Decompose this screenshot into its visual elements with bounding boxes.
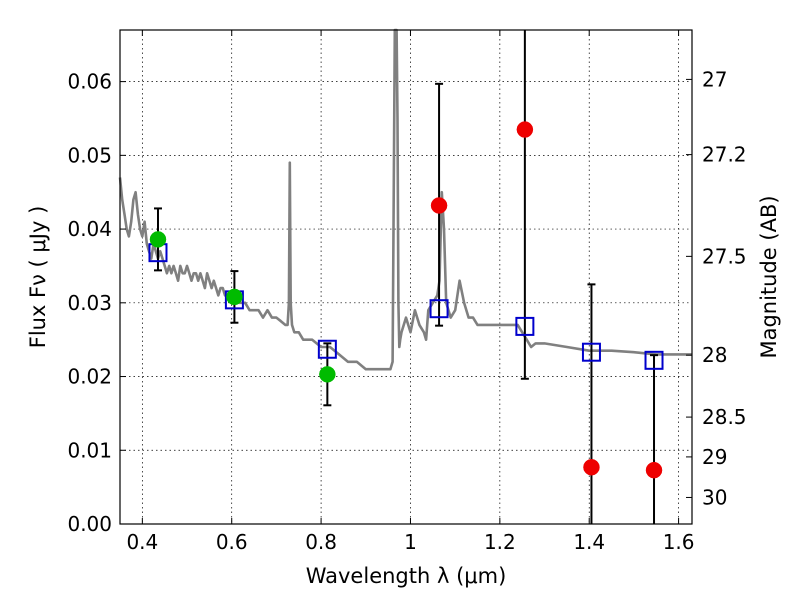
photometry-point	[583, 458, 600, 476]
y-tick-label: 0.00	[67, 512, 112, 536]
photometry-point	[149, 231, 167, 248]
x-tick-label: 0.8	[305, 530, 337, 554]
photometry-point	[430, 197, 448, 214]
spectrum-layer	[118, 28, 692, 371]
model-band-marker	[515, 316, 535, 336]
model-band-marker	[429, 299, 449, 319]
x-tick-label: 1.4	[573, 530, 605, 554]
y-tick-label: 0.04	[67, 217, 112, 241]
y-tick-label: 0.05	[67, 143, 112, 167]
photometry-point	[516, 121, 534, 138]
x-tick-label: 1.2	[484, 530, 516, 554]
x-axis-label: Wavelength λ (μm)	[306, 564, 507, 588]
plot-frame	[119, 29, 693, 525]
x-tick-label: 1	[404, 530, 417, 554]
x-tick-label: 0.6	[216, 530, 248, 554]
y-tick-label: 0.03	[67, 291, 112, 315]
errorbar-layer	[153, 30, 659, 524]
y2-tick-label: 30	[702, 485, 727, 509]
model-band-marker	[644, 350, 664, 370]
photometry-point	[645, 461, 663, 479]
y2-tick-label: 27	[702, 67, 727, 91]
y2-tick-label: 28	[702, 343, 727, 367]
y2-tick-label: 27.5	[702, 244, 747, 268]
y-tick-label: 0.02	[67, 365, 112, 389]
x-tick-label: 0.4	[126, 530, 158, 554]
y2-tick-label: 27.2	[702, 143, 747, 167]
model-band-marker	[317, 339, 337, 359]
x-tick-label: 1.6	[663, 530, 695, 554]
tick-layer: 0.4 0.6 0.8 1 1.2 1.4 1.6 0.00 0.01 0.02 0.03 0.04 0…	[67, 30, 747, 554]
y2-tick-label: 29	[702, 445, 727, 469]
photometry-point	[226, 288, 243, 306]
y2-axis-label: Magnitude (AB)	[757, 195, 781, 358]
y-axis-label: Flux Fν ( μJy )	[26, 206, 50, 349]
y-tick-label: 0.06	[67, 70, 112, 94]
photometry-point	[319, 366, 336, 383]
y2-tick-label: 28.5	[702, 405, 747, 429]
y-tick-label: 0.01	[67, 438, 112, 462]
model-band-marker	[581, 342, 601, 362]
marker-layer	[148, 121, 664, 479]
spectrum-line	[118, 28, 692, 371]
